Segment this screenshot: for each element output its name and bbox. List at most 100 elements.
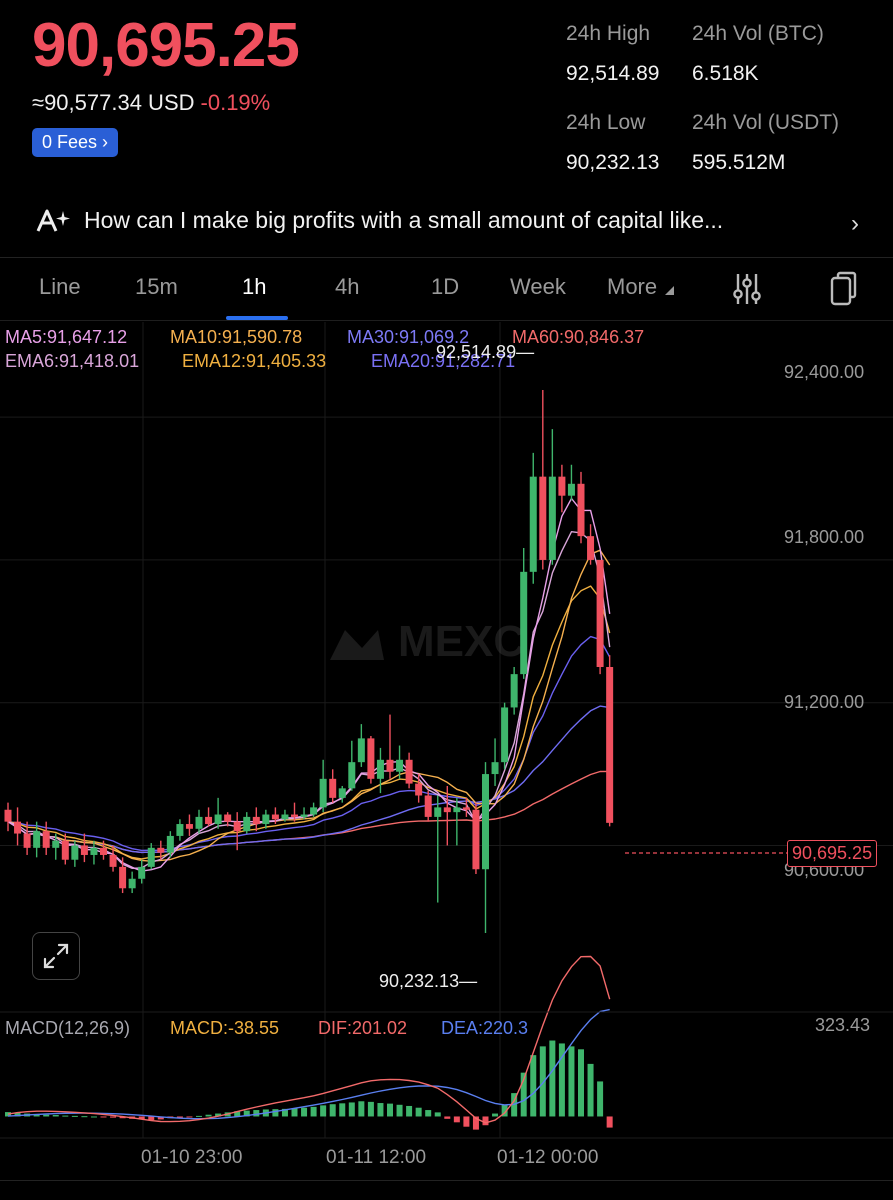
tab-15m[interactable]: 15m (135, 274, 178, 299)
ema20-line (7, 635, 611, 852)
ema12-label: EMA12:91,405.33 (182, 351, 327, 371)
macd-bar (43, 1114, 50, 1117)
tab-4h[interactable]: 4h (335, 274, 360, 299)
macd-bar (62, 1115, 69, 1117)
candle-body (176, 824, 184, 836)
low-marker: 90,232.13— (379, 971, 478, 991)
macd-bar (578, 1049, 584, 1117)
candle-body (61, 840, 69, 860)
macd-bar (329, 1104, 336, 1117)
ma5-line (7, 497, 611, 872)
candle-body (415, 783, 423, 796)
macd-bar (387, 1103, 393, 1117)
tab-more[interactable]: More (607, 274, 675, 300)
candle-body (434, 807, 442, 817)
low-value: 90,232.13 (566, 151, 660, 174)
candle-body (52, 840, 60, 848)
candle-body (224, 814, 232, 822)
candle-body (338, 788, 346, 798)
ema6-label: EMA6:91,418.01 (5, 351, 140, 371)
candle-body (472, 809, 480, 870)
candle-body (185, 824, 193, 829)
price-chart[interactable]: MEXC (0, 322, 893, 1182)
candle-body (33, 831, 41, 848)
candle-body (376, 759, 384, 779)
macd-bar (33, 1114, 40, 1117)
macd-bar (5, 1112, 11, 1117)
macd-bar (90, 1116, 97, 1118)
macd-bar (205, 1114, 212, 1117)
candle-body (262, 814, 270, 825)
low-marker-value: 90,232.13 (379, 971, 460, 991)
candle-body (80, 845, 88, 855)
ma10-line (7, 549, 611, 862)
ai-sparkle-icon (36, 209, 70, 232)
vol-usdt-value: 595.512M (692, 151, 786, 174)
macd-bar (568, 1046, 575, 1117)
macd-bar (434, 1112, 441, 1117)
candle-body (252, 816, 260, 825)
chevron-right-icon[interactable]: › (851, 210, 859, 237)
ma30-label: MA30:91,069.2 (347, 327, 470, 347)
copy-icon[interactable] (829, 271, 859, 307)
candle-body (147, 847, 155, 867)
fullscreen-button[interactable] (32, 932, 80, 980)
macd-bar (138, 1116, 145, 1120)
macd-bar (520, 1072, 527, 1117)
ma10-label: MA10:91,590.78 (170, 327, 303, 347)
price-change: -0.19% (200, 90, 271, 115)
macd-bar (52, 1115, 59, 1117)
macd-bar (215, 1113, 222, 1117)
fees-button[interactable]: 0 Fees › (32, 128, 119, 157)
candle-body (501, 707, 509, 763)
candles (4, 390, 614, 934)
price-axis-label: 91,800.00 (784, 527, 865, 547)
tab-1h[interactable]: 1h (242, 274, 267, 299)
tab-week[interactable]: Week (510, 274, 566, 299)
macd-bar (291, 1108, 298, 1117)
macd-bar (415, 1107, 422, 1117)
candle-body (396, 759, 404, 772)
moving-average-lines (7, 497, 611, 872)
price-axis-label: 91,200.00 (784, 692, 865, 712)
chevron-right-icon: › (102, 132, 109, 152)
macd-bar (482, 1116, 489, 1126)
macd-bar (157, 1116, 164, 1120)
ema20-label: EMA20:91,282.71 (371, 351, 516, 371)
high-marker-value: 92,514.89 (436, 342, 517, 362)
ai-prompt-bar[interactable]: How can I make big profits with a small … (36, 207, 723, 234)
candle-body (567, 483, 575, 496)
macd-bar (463, 1116, 470, 1127)
tab-line[interactable]: Line (39, 274, 81, 299)
macd-title: MACD(12,26,9) (5, 1018, 131, 1038)
macd-bar (310, 1106, 317, 1117)
macd-bar (253, 1110, 260, 1117)
candle-body (205, 816, 213, 825)
macd-bar (281, 1108, 288, 1117)
candle-body (300, 814, 308, 817)
macd-value: MACD:-38.55 (170, 1018, 280, 1038)
macd-bar (377, 1103, 384, 1117)
candle-body (482, 774, 489, 870)
macd-bar (367, 1101, 374, 1117)
candle-body (23, 833, 31, 848)
macd-bar (71, 1115, 78, 1117)
last-price: 90,695.25 (32, 11, 300, 80)
indicator-settings-icon[interactable] (733, 272, 761, 306)
macd-bar (234, 1111, 241, 1117)
time-axis-label: 01-11 12:00 (326, 1147, 427, 1168)
candle-body (548, 476, 556, 560)
candle-body (510, 674, 518, 708)
tab-1d[interactable]: 1D (431, 274, 460, 299)
macd-bar (119, 1116, 126, 1119)
candle-body (14, 821, 22, 834)
macd-bar (272, 1109, 279, 1117)
svg-text:MEXC: MEXC (398, 617, 525, 666)
macd-bar (339, 1103, 346, 1117)
candle-body (558, 476, 566, 496)
time-axis-label: 01-10 23:00 (141, 1147, 243, 1168)
macd-bar (176, 1116, 183, 1118)
candle-body (310, 807, 318, 815)
vol-btc-value: 6.518K (692, 62, 759, 85)
macd-bar (597, 1081, 604, 1117)
